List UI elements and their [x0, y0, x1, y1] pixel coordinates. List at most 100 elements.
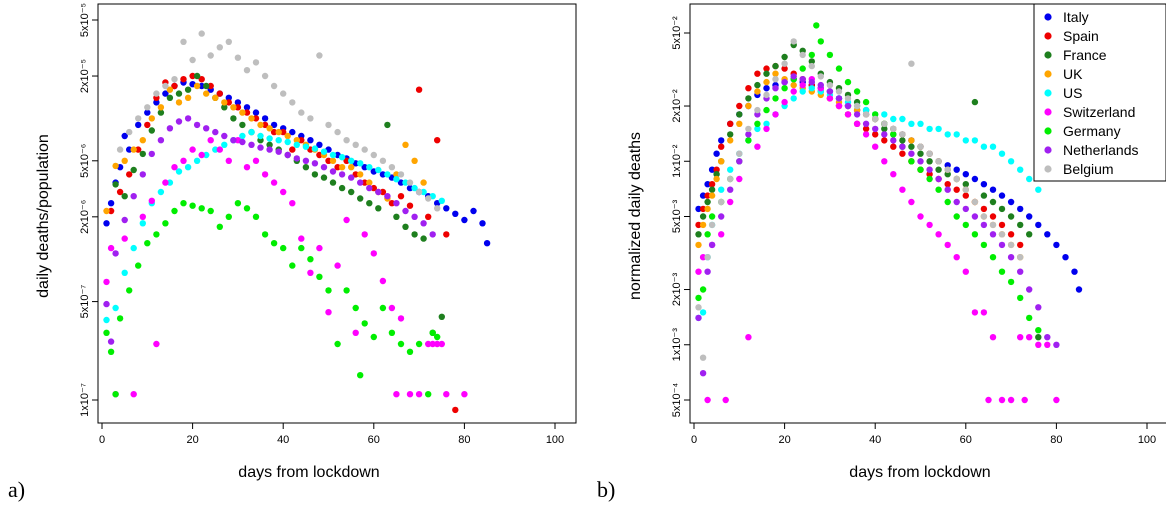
point-netherlands — [266, 146, 273, 153]
point-belgium — [234, 54, 242, 61]
panel-a-label: a) — [8, 477, 25, 502]
point-spain — [361, 179, 368, 186]
point-france — [998, 205, 1006, 213]
point-switzerland — [872, 143, 879, 150]
point-switzerland — [917, 213, 924, 220]
point-uk — [420, 179, 427, 186]
point-belgium — [899, 131, 906, 138]
point-italy — [121, 132, 128, 140]
point-us — [962, 137, 969, 144]
point-uk — [357, 171, 364, 178]
point-switzerland — [388, 304, 396, 312]
legend-label: UK — [1063, 66, 1083, 82]
point-switzerland — [971, 309, 979, 316]
point-uk — [745, 102, 752, 110]
point-us — [935, 125, 942, 133]
point-germany — [890, 131, 897, 138]
point-us — [121, 269, 128, 276]
point-italy — [243, 104, 251, 111]
point-italy — [103, 220, 110, 227]
point-france — [266, 141, 273, 148]
point-belgium — [763, 91, 770, 99]
point-germany — [935, 186, 942, 193]
point-spain — [1007, 231, 1015, 238]
point-germany — [343, 287, 350, 294]
point-us — [1017, 166, 1024, 173]
point-germany — [763, 106, 770, 114]
point-switzerland — [379, 277, 387, 285]
point-netherlands — [248, 141, 255, 148]
point-netherlands — [727, 186, 734, 193]
point-switzerland — [699, 254, 707, 261]
point-germany — [280, 244, 287, 252]
point-france — [899, 137, 906, 144]
legend-marker — [1044, 146, 1052, 154]
point-germany — [971, 231, 979, 238]
point-switzerland — [1007, 396, 1015, 404]
point-italy — [989, 186, 997, 193]
point-germany — [799, 65, 806, 72]
point-us — [402, 179, 409, 186]
point-france — [736, 111, 743, 118]
point-belgium — [881, 120, 888, 128]
point-switzerland — [148, 197, 155, 204]
point-spain — [189, 72, 196, 80]
point-belgium — [216, 44, 223, 51]
point-us — [808, 85, 815, 92]
point-germany — [406, 348, 414, 355]
x-tick-label: 0 — [99, 434, 105, 446]
point-belgium — [695, 304, 702, 311]
point-netherlands — [790, 73, 797, 80]
point-netherlands — [139, 171, 146, 178]
point-switzerland — [989, 334, 997, 341]
point-spain — [862, 125, 870, 133]
point-spain — [225, 99, 232, 106]
point-switzerland — [429, 340, 436, 348]
point-uk — [736, 120, 743, 128]
point-us — [329, 151, 337, 159]
point-uk — [275, 128, 282, 136]
x-tick-label: 20 — [186, 434, 198, 446]
point-switzerland — [1026, 334, 1033, 341]
point-germany — [325, 287, 332, 294]
point-us — [727, 166, 734, 173]
point-spain — [289, 146, 296, 153]
point-switzerland — [280, 188, 287, 196]
point-spain — [443, 231, 450, 238]
point-france — [1007, 213, 1015, 220]
point-spain — [704, 192, 711, 199]
point-germany — [189, 202, 196, 209]
point-france — [980, 192, 988, 199]
point-netherlands — [393, 200, 400, 207]
point-switzerland — [962, 268, 969, 275]
point-italy — [198, 82, 205, 90]
point-italy — [107, 200, 115, 207]
point-spain — [998, 221, 1006, 229]
point-france — [727, 131, 734, 138]
point-switzerland — [370, 250, 377, 257]
point-spain — [980, 205, 988, 213]
point-belgium — [872, 115, 879, 123]
point-spain — [261, 121, 269, 129]
point-netherlands — [908, 150, 915, 157]
y-tick-label: 1x10⁻² — [671, 144, 683, 178]
point-spain — [953, 186, 960, 193]
point-france — [239, 121, 246, 129]
point-netherlands — [826, 88, 834, 95]
point-spain — [415, 86, 423, 93]
point-germany — [153, 231, 160, 238]
point-spain — [745, 85, 752, 92]
point-netherlands — [239, 138, 246, 146]
point-spain — [397, 193, 405, 200]
point-us — [338, 154, 346, 161]
x-tick-label: 80 — [1050, 434, 1062, 446]
point-switzerland — [763, 125, 770, 133]
point-belgium — [799, 51, 806, 59]
point-spain — [180, 76, 187, 83]
point-us — [139, 220, 146, 227]
point-netherlands — [420, 220, 427, 227]
point-germany — [126, 287, 133, 294]
point-switzerland — [736, 175, 743, 183]
point-france — [375, 205, 382, 212]
point-netherlands — [184, 115, 192, 122]
